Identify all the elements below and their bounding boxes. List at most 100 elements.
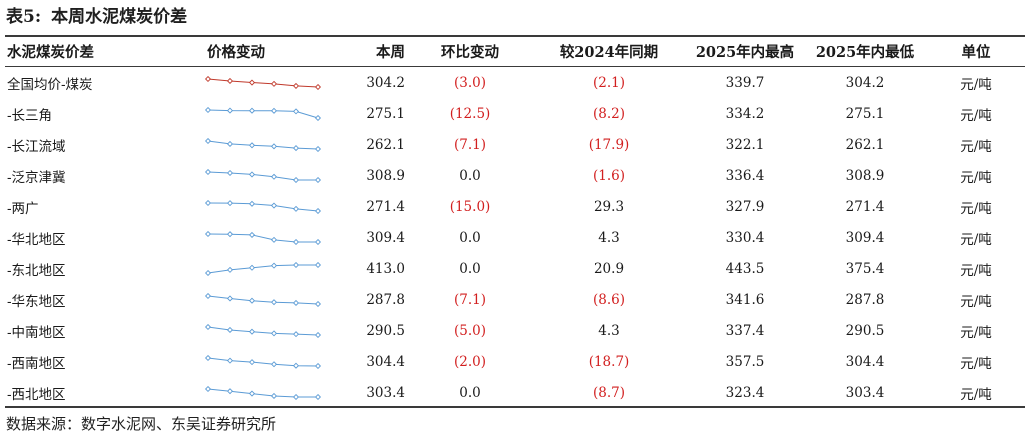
year-high: 322.1 <box>725 136 765 153</box>
week-change: 0.0 <box>459 229 481 246</box>
sparkline-chart <box>205 106 321 121</box>
row-name: -长江流域 <box>7 138 66 155</box>
header-rule <box>5 66 1025 67</box>
week-change: (2.0) <box>453 353 486 370</box>
sparkline-chart <box>205 230 321 245</box>
unit-label: 元/吨 <box>960 200 992 217</box>
sparkline-point <box>226 169 234 176</box>
trend-sparkline <box>205 67 335 98</box>
table-row: -华东地区 287.8 (7.1) (8.6) 341.6 287.8 元/吨 <box>5 284 1025 315</box>
year-high: 334.2 <box>725 105 765 122</box>
yoy-change: (8.7) <box>592 384 625 401</box>
week-change: 0.0 <box>459 384 481 401</box>
yoy-change: (8.2) <box>592 105 625 122</box>
year-low: 308.9 <box>845 167 885 184</box>
sparkline-point <box>226 230 234 237</box>
table-row: -两广 271.4 (15.0) 29.3 327.9 271.4 元/吨 <box>5 191 1025 222</box>
sparkline-point <box>205 230 212 237</box>
row-name: 全国均价-煤炭 <box>7 76 93 93</box>
sparkline-point <box>205 168 212 175</box>
table-number: 表5: <box>6 7 42 27</box>
header-min: 2025年内最低 <box>815 44 915 61</box>
unit-label: 元/吨 <box>960 262 992 279</box>
sparkline-point <box>292 238 300 245</box>
year-low: 375.4 <box>845 260 885 277</box>
sparkline-chart <box>205 137 321 152</box>
sparkline-point <box>314 261 321 268</box>
week-change: (7.1) <box>453 136 486 153</box>
sparkline-point <box>248 390 256 397</box>
sparkline-point <box>292 362 300 369</box>
week-change: 0.0 <box>459 167 481 184</box>
header-trend: 价格变动 <box>207 44 265 61</box>
sparkline-point <box>292 205 300 212</box>
unit-label: 元/吨 <box>960 76 992 93</box>
table-row: -长江流域 262.1 (7.1) (17.9) 322.1 262.1 元/吨 <box>5 129 1025 160</box>
row-name: -长三角 <box>7 107 53 124</box>
current-price: 309.4 <box>366 229 405 246</box>
sparkline-line <box>207 326 319 335</box>
row-name: -泛京津冀 <box>7 169 66 186</box>
year-high: 357.5 <box>725 353 765 370</box>
year-high: 327.9 <box>725 198 765 215</box>
year-low: 262.1 <box>845 136 885 153</box>
sparkline-point <box>314 300 321 307</box>
sparkline-line <box>207 295 319 304</box>
trend-sparkline <box>205 129 335 160</box>
yoy-change: (1.6) <box>592 167 625 184</box>
week-change: (7.1) <box>453 291 486 308</box>
sparkline-point <box>226 107 234 114</box>
sparkline-line <box>207 202 319 211</box>
yoy-change: (18.7) <box>588 353 630 370</box>
trend-sparkline <box>205 346 335 377</box>
sparkline-point <box>226 199 234 206</box>
sparkline-chart <box>205 385 321 400</box>
yoy-change: (8.6) <box>592 291 625 308</box>
sparkline-point <box>314 238 321 245</box>
sparkline-line <box>207 140 319 149</box>
sparkline-point <box>292 144 300 151</box>
unit-label: 元/吨 <box>960 231 992 248</box>
sparkline-chart <box>205 168 321 183</box>
unit-label: 元/吨 <box>960 324 992 341</box>
yoy-change: 29.3 <box>593 198 625 215</box>
table-title-text: 本周水泥煤炭价差 <box>51 7 188 27</box>
table-row: -西北地区 303.4 0.0 (8.7) 323.4 303.4 元/吨 <box>5 377 1025 408</box>
sparkline-point <box>314 114 321 121</box>
row-name: -西南地区 <box>7 355 66 372</box>
current-price: 308.9 <box>366 167 405 184</box>
sparkline-point <box>205 323 212 330</box>
current-price: 271.4 <box>366 198 405 215</box>
sparkline-line <box>207 233 318 242</box>
trend-sparkline <box>205 253 335 284</box>
sparkline-point <box>292 82 300 89</box>
row-name: -中南地区 <box>7 324 66 341</box>
year-low: 304.4 <box>845 353 885 370</box>
row-name: -华东地区 <box>7 293 66 310</box>
table-row: 全国均价-煤炭 304.2 (3.0) (2.1) 339.7 304.2 元/吨 <box>5 67 1025 98</box>
header-name: 水泥煤炭价差 <box>7 44 94 61</box>
year-high: 341.6 <box>725 291 765 308</box>
current-price: 287.8 <box>366 291 405 308</box>
sparkline-point <box>226 77 234 84</box>
unit-label: 元/吨 <box>960 138 992 155</box>
year-high: 336.4 <box>725 167 765 184</box>
sparkline-point <box>270 201 278 209</box>
yoy-change: (17.9) <box>588 136 630 153</box>
year-high: 323.4 <box>725 384 765 401</box>
week-change: (15.0) <box>449 198 491 215</box>
header-yoy: 较2024年同期 <box>559 44 659 61</box>
sparkline-point <box>270 360 278 367</box>
sparkline-point <box>292 330 300 337</box>
sparkline-point <box>270 392 278 399</box>
sparkline-point <box>248 264 256 271</box>
year-high: 330.4 <box>725 229 765 246</box>
year-low: 271.4 <box>845 198 885 215</box>
sparkline-line <box>207 171 318 180</box>
yoy-change: 4.3 <box>598 229 620 246</box>
year-high: 337.4 <box>725 322 765 339</box>
week-change: (12.5) <box>449 105 491 122</box>
sparkline-point <box>248 297 256 304</box>
yoy-change: (2.1) <box>592 74 625 91</box>
sparkline-point <box>226 140 234 147</box>
